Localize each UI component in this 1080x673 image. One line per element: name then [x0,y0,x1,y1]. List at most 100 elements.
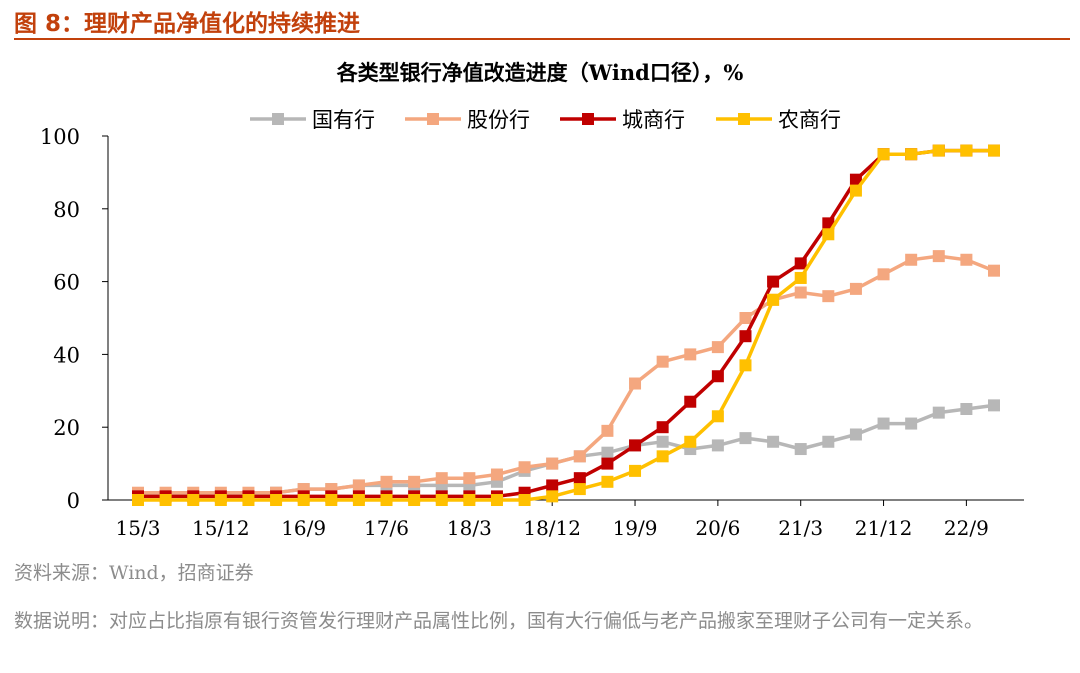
data-point [187,494,200,506]
data-point [960,144,973,157]
data-point [214,494,227,506]
data-point [380,475,393,488]
data-point [463,472,476,485]
data-point [656,421,669,434]
legend-label: 城商行 [622,108,685,132]
series-line-4 [138,148,994,502]
data-point [988,399,1000,412]
y-tick-label: 20 [53,416,80,440]
data-point [711,370,724,383]
data-point [601,475,614,488]
data-point [960,253,973,266]
data-point [518,461,531,474]
x-tick-label: 20/6 [695,516,740,540]
data-point [905,417,918,430]
legend-marker [582,113,594,125]
data-point [822,228,835,241]
legend-marker [427,113,439,125]
chart-legend: 国有行 股份行 城商行 农商行 [250,108,841,132]
data-note: 数据说明：对应占比指原有银行资管发行理财产品属性比例，国有大行偏低与老产品搬家至… [14,610,984,632]
data-point [573,483,586,496]
data-point [684,435,697,448]
data-point [270,494,283,506]
chart-title: 各类型银行净值改造进度（Wind口径），% [336,60,744,85]
figure-title: 图 8：理财产品净值化的持续推进 [14,11,361,37]
data-point [518,494,531,506]
data-point [684,348,697,361]
data-point [297,494,310,506]
data-point [849,184,862,197]
series-line-2 [138,254,995,495]
y-tick-label: 40 [53,343,80,367]
legend-marker [738,113,750,125]
data-point [242,494,255,506]
data-point [435,494,448,506]
data-point [932,406,945,419]
legend-marker [272,113,284,125]
data-point [352,494,365,506]
x-tick-label: 16/9 [281,516,326,540]
data-point [573,450,586,463]
series-line-3 [138,148,994,499]
data-point [767,435,780,448]
data-point [905,148,918,161]
data-point [601,424,614,437]
x-tick-label: 21/3 [778,516,823,540]
x-tick-label: 22/9 [944,516,989,540]
data-point [325,494,338,506]
x-tick-label: 21/12 [855,516,913,540]
data-point [877,148,890,161]
y-tick-label: 60 [53,271,80,295]
y-tick-label: 100 [40,125,80,149]
x-tick-label: 15/12 [192,516,250,540]
data-point [767,293,780,306]
data-point [629,464,642,477]
chart-series [132,144,1000,506]
data-point [629,439,642,452]
data-point [988,264,1000,277]
data-point [905,253,918,266]
source-note: 资料来源：Wind，招商证券 [14,562,254,584]
line-chart: 各类型银行净值改造进度（Wind口径），% 国有行 股份行 城商行 农商行 0 20 40… [40,60,1024,540]
title-rule [14,38,1070,40]
x-tick-label: 17/6 [364,516,409,540]
data-point [877,268,890,281]
data-point [822,290,835,303]
data-point [849,173,862,186]
data-point [822,435,835,448]
data-point [546,490,559,503]
data-point [711,341,724,354]
data-point [408,494,421,506]
data-point [132,494,144,506]
data-point [463,494,476,506]
x-tick-label: 19/9 [613,516,658,540]
data-point [546,457,559,470]
data-point [159,494,172,506]
data-point [380,494,393,506]
data-point [711,439,724,452]
data-point [711,410,724,423]
data-point [656,450,669,463]
data-point [656,435,669,448]
data-point [932,144,945,157]
data-point [601,446,614,459]
data-point [849,282,862,295]
data-point [794,271,807,284]
data-point [794,257,807,270]
data-point [629,377,642,390]
y-tick-label: 80 [53,198,80,222]
data-point [794,286,807,299]
data-point [601,457,614,470]
data-point [794,443,807,456]
legend-label: 国有行 [312,108,375,132]
data-point [546,479,559,492]
data-point [960,403,973,415]
data-point [656,355,669,368]
data-point [739,359,752,372]
data-point [877,417,890,430]
data-point [739,432,752,445]
data-point [739,312,752,324]
data-point [490,468,503,481]
data-point [490,494,503,506]
data-point [352,479,365,492]
